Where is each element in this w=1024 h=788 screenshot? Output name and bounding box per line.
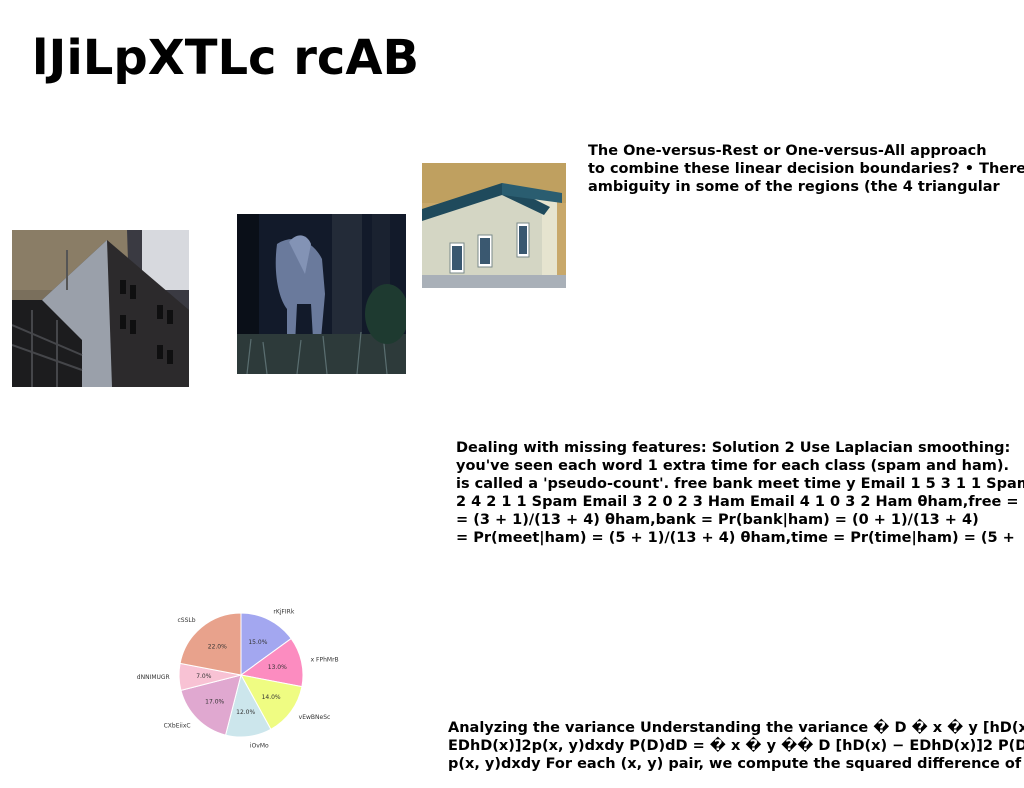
pie-slice xyxy=(240,612,292,676)
text-line: The One-versus-Rest or One-versus-All ap… xyxy=(588,143,987,159)
text-line: p(x, y)dxdy For each (x, y) pair, we com… xyxy=(448,756,1022,772)
pie-slice-category-label: cSSLb xyxy=(177,617,195,624)
horse-in-forest-photo xyxy=(237,214,406,374)
text-line: EDhD(x)]2p(x, y)dxdy P(D)dD = � x � y ��… xyxy=(448,738,1024,754)
text-line: you've seen each word 1 extra time for e… xyxy=(456,458,1010,474)
pie-slice-pct-label: 7.0% xyxy=(196,673,212,680)
text-line: Dealing with missing features: Solution … xyxy=(456,440,1011,456)
pie-slice-category-label: vEwBNeSc xyxy=(299,714,331,721)
building-photo xyxy=(12,230,189,387)
text-block-laplacian: Dealing with missing features: Solution … xyxy=(456,439,1024,547)
text-line: = (3 + 1)/(13 + 4) θham,bank = Pr(bank|h… xyxy=(456,512,979,528)
pie-chart: 15.0% rKjFIRk 13.0% x FPhMrB 14.0% vEwBNeSc 12… xyxy=(137,608,339,750)
text-line: 2 4 2 1 1 Spam Email 3 2 0 2 3 Ham Email… xyxy=(456,494,1019,510)
pie-slice-category-label: dNNIMUGR xyxy=(137,674,170,681)
text-line: ambiguity in some of the regions (the 4 … xyxy=(588,179,1000,195)
pie-slice-category-label: CXbEiixC xyxy=(164,722,191,729)
text-line: = Pr(meet|ham) = (5 + 1)/(13 + 4) θham,t… xyxy=(456,530,1015,546)
text-line: Analyzing the variance Understanding the… xyxy=(448,720,1024,736)
text-line: is called a 'pseudo-count'. free bank me… xyxy=(456,476,1024,492)
pie-slice-pct-label: 15.0% xyxy=(248,639,267,646)
pie-slice-pct-label: 12.0% xyxy=(236,709,255,716)
pie-slice xyxy=(180,674,242,736)
page-title: lJiLpXTLc rcAB xyxy=(32,30,420,86)
text-block-approach: The One-versus-Rest or One-versus-All ap… xyxy=(588,142,1024,196)
pie-slice xyxy=(179,612,242,676)
pie-slice-category-label: iOvMo xyxy=(250,743,269,750)
text-line: to combine these linear decision boundar… xyxy=(588,161,1024,177)
pie-slice xyxy=(240,674,303,731)
pie-slice-pct-label: 22.0% xyxy=(208,643,227,650)
pie-slice-pct-label: 17.0% xyxy=(205,698,224,705)
house-corner-photo xyxy=(422,163,566,288)
pie-slice-pct-label: 14.0% xyxy=(262,694,281,701)
text-block-variance: Analyzing the variance Understanding the… xyxy=(448,719,1024,773)
pie-slice-category-label: rKjFIRk xyxy=(273,608,294,615)
pie-slice-pct-label: 13.0% xyxy=(268,664,287,671)
pie-slice-category-label: x FPhMrB xyxy=(311,656,339,663)
